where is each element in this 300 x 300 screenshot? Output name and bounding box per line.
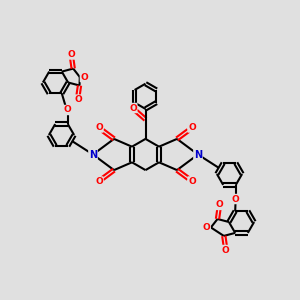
Text: O: O — [80, 73, 88, 82]
Text: O: O — [129, 103, 137, 112]
Text: N: N — [194, 149, 202, 160]
Text: O: O — [232, 194, 240, 203]
Text: O: O — [68, 50, 76, 59]
Text: N: N — [89, 149, 97, 160]
Text: O: O — [188, 123, 196, 132]
Text: O: O — [221, 245, 229, 254]
Text: O: O — [202, 223, 210, 232]
Text: O: O — [64, 106, 72, 115]
Text: O: O — [74, 95, 82, 104]
Text: O: O — [188, 177, 196, 186]
Text: O: O — [95, 123, 103, 132]
Text: O: O — [95, 177, 103, 186]
Text: O: O — [215, 200, 223, 209]
